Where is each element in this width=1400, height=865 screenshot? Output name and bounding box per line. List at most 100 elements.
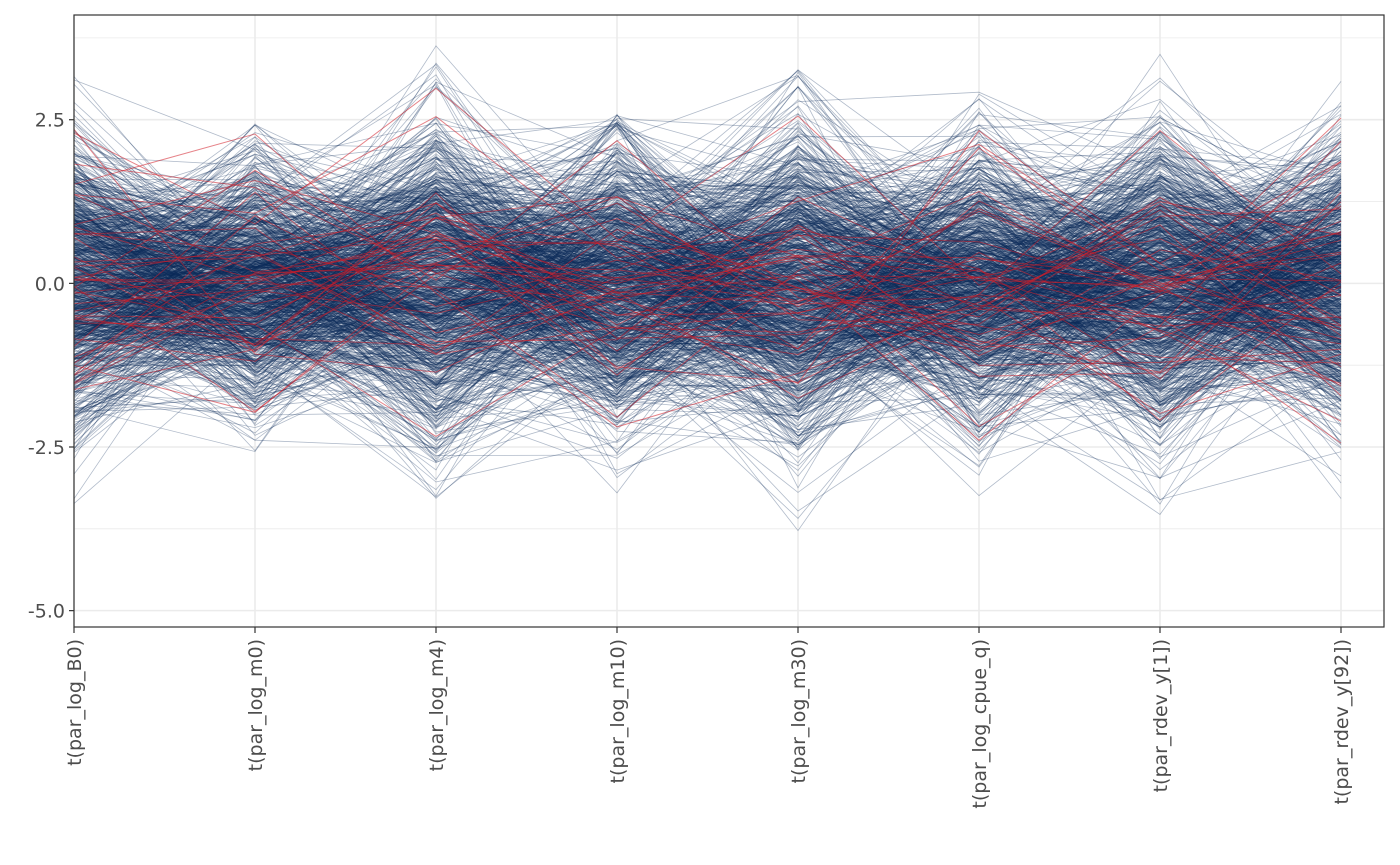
data-line xyxy=(73,177,1342,382)
x-tick-label: t(par_log_m4) xyxy=(426,639,448,771)
data-line xyxy=(73,131,1342,361)
data-line xyxy=(73,182,1342,412)
data-line xyxy=(73,265,1342,340)
data-line xyxy=(73,225,1342,341)
data-line xyxy=(73,190,1342,365)
data-line xyxy=(73,131,1342,408)
data-line xyxy=(73,224,1342,439)
y-tick-label: -5.0 xyxy=(28,601,65,623)
data-line xyxy=(73,145,1342,331)
data-line xyxy=(73,226,1342,392)
data-line xyxy=(73,209,1342,398)
data-line xyxy=(73,239,1342,412)
data-line xyxy=(73,194,1342,403)
data-line xyxy=(73,261,1342,416)
data-line xyxy=(73,181,1342,345)
data-line xyxy=(73,169,1342,352)
highlighted-line xyxy=(73,191,1342,418)
highlighted-line xyxy=(73,133,1342,428)
data-line xyxy=(73,178,1342,428)
x-tick-label: t(par_log_m30) xyxy=(788,639,810,783)
data-line xyxy=(73,232,1342,446)
data-line xyxy=(73,228,1342,515)
data-line xyxy=(73,167,1342,379)
data-line xyxy=(73,193,1342,418)
data-line xyxy=(73,175,1342,448)
data-line xyxy=(73,257,1342,399)
data-line xyxy=(73,165,1342,477)
data-line xyxy=(73,209,1342,350)
data-line xyxy=(73,160,1342,444)
data-line xyxy=(73,224,1342,381)
data-line xyxy=(73,247,1342,401)
data-line xyxy=(73,222,1342,370)
data-line xyxy=(73,193,1342,388)
data-line xyxy=(73,163,1342,357)
data-line xyxy=(73,221,1342,387)
data-line xyxy=(73,171,1342,396)
data-line xyxy=(73,146,1342,334)
data-line xyxy=(73,132,1342,356)
data-line xyxy=(73,163,1342,412)
data-line xyxy=(73,99,1342,326)
x-tick-label: t(par_log_B0) xyxy=(64,639,86,766)
data-line xyxy=(73,122,1342,426)
data-line xyxy=(73,217,1342,351)
data-line xyxy=(73,174,1342,391)
data-line xyxy=(73,291,1342,393)
data-line xyxy=(73,215,1342,366)
data-line xyxy=(73,157,1342,363)
data-line xyxy=(73,154,1342,305)
data-line xyxy=(73,170,1342,318)
data-line xyxy=(73,176,1342,358)
data-line xyxy=(73,209,1342,414)
data-line xyxy=(73,186,1342,340)
data-line xyxy=(73,146,1342,347)
data-line xyxy=(73,201,1342,384)
data-line xyxy=(73,165,1342,355)
data-line xyxy=(73,219,1342,363)
data-line xyxy=(73,270,1342,532)
highlighted-line xyxy=(73,143,1342,368)
data-line xyxy=(73,197,1342,402)
data-line xyxy=(73,135,1342,504)
data-line xyxy=(73,169,1342,347)
data-line xyxy=(73,239,1342,423)
data-line xyxy=(73,139,1342,416)
data-line xyxy=(73,181,1342,370)
data-line xyxy=(73,205,1342,368)
data-line xyxy=(73,200,1342,426)
data-line xyxy=(73,213,1342,354)
data-line xyxy=(73,154,1342,417)
data-line xyxy=(73,229,1342,423)
data-line xyxy=(73,222,1342,401)
data-line xyxy=(73,181,1342,377)
data-line xyxy=(73,81,1342,379)
data-line xyxy=(73,187,1342,369)
data-line xyxy=(73,227,1342,426)
data-line xyxy=(73,122,1342,354)
data-line xyxy=(73,146,1342,392)
data-line xyxy=(73,185,1342,385)
data-line xyxy=(73,154,1342,410)
data-line xyxy=(73,186,1342,348)
data-line xyxy=(73,162,1342,359)
data-line xyxy=(73,193,1342,501)
data-line xyxy=(73,134,1342,345)
data-line xyxy=(73,135,1342,422)
data-line xyxy=(73,217,1342,390)
data-line xyxy=(73,217,1342,365)
data-line xyxy=(73,201,1342,319)
data-line xyxy=(73,165,1342,384)
data-line xyxy=(73,225,1342,417)
data-line xyxy=(73,170,1342,463)
data-line xyxy=(73,170,1342,365)
x-tick-label: t(par_rdev_y[92]) xyxy=(1331,639,1353,805)
data-line xyxy=(73,194,1342,393)
highlighted-line xyxy=(73,217,1342,444)
data-line xyxy=(73,200,1342,403)
data-line xyxy=(73,123,1342,384)
data-line xyxy=(73,187,1342,325)
data-line xyxy=(73,174,1342,395)
data-line xyxy=(73,188,1342,407)
